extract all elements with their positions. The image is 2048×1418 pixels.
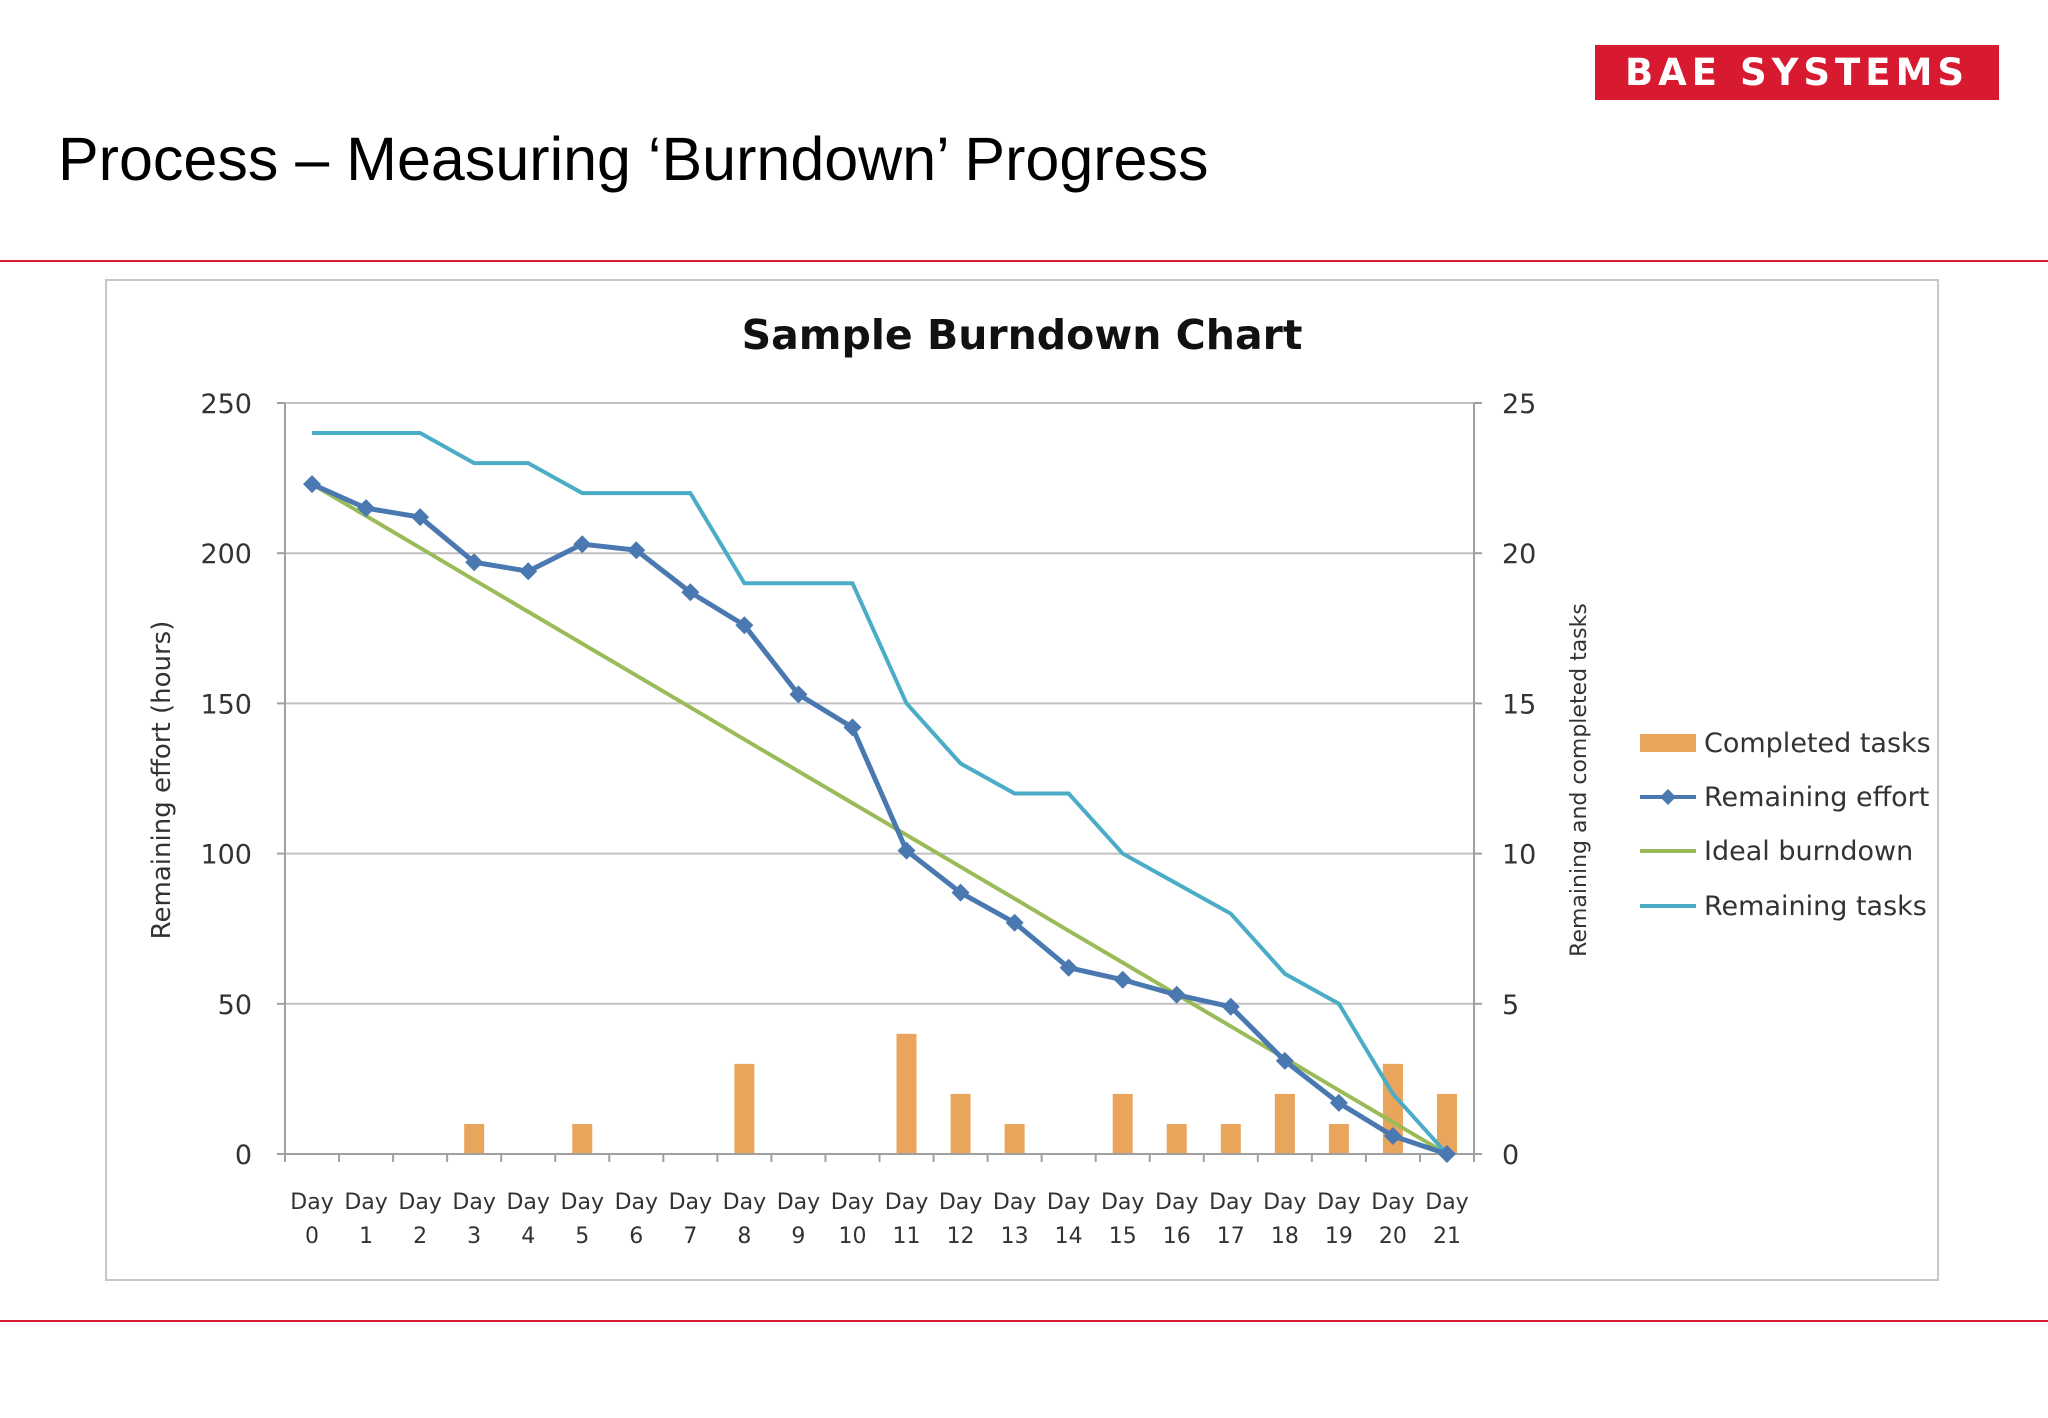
legend: Completed tasks Remaining effort Ideal bur…	[1640, 728, 1931, 922]
remaining-effort-point	[1275, 1051, 1294, 1070]
completed-tasks-bar	[1220, 1123, 1241, 1154]
legend-item: Completed tasks	[1640, 728, 1931, 759]
remaining-effort-point	[411, 508, 430, 527]
legend-item: Ideal burndown	[1640, 836, 1913, 867]
series-lines	[303, 431, 1456, 1163]
remaining-effort-point	[1221, 997, 1240, 1016]
legend-label: Ideal burndown	[1704, 836, 1913, 867]
remaining-effort-point	[573, 535, 592, 554]
x-tick-label: Day 13	[993, 1190, 1036, 1249]
remaining-effort-point	[789, 685, 808, 704]
remaining-effort-point	[519, 562, 538, 581]
x-tick-label: Day 21	[1425, 1190, 1468, 1249]
left-tick-label: 200	[200, 539, 252, 570]
remaining-effort-point	[951, 883, 970, 902]
remaining-effort-point	[1329, 1093, 1348, 1112]
x-tick-label: Day 15	[1101, 1190, 1144, 1249]
completed-tasks-bar	[1112, 1093, 1133, 1154]
completed-tasks-bar	[896, 1033, 917, 1154]
axes	[277, 402, 1482, 1162]
legend-label: Remaining effort	[1704, 782, 1929, 813]
right-tick-label: 0	[1502, 1140, 1519, 1171]
x-tick-label: Day 0	[290, 1190, 333, 1249]
x-tick-label: Day 6	[615, 1190, 658, 1249]
right-tick-label: 10	[1502, 840, 1536, 871]
remaining-effort-point	[1059, 958, 1078, 977]
remaining-effort-point	[897, 841, 916, 860]
top-divider	[0, 260, 2048, 262]
x-tick-label: Day 8	[723, 1190, 766, 1249]
legend-label: Remaining tasks	[1704, 891, 1927, 922]
ideal-burndown-line	[311, 482, 1448, 1156]
x-tick-label: Day 12	[939, 1190, 982, 1249]
remaining-effort-point	[1005, 913, 1024, 932]
completed-tasks-bar	[950, 1093, 971, 1154]
completed-tasks-bar	[1436, 1093, 1457, 1154]
left-tick-label: 0	[235, 1140, 252, 1171]
x-tick-label: Day 16	[1155, 1190, 1198, 1249]
right-tick-label: 15	[1502, 689, 1536, 720]
left-tick-label: 50	[218, 990, 252, 1021]
legend-item: Remaining effort	[1640, 782, 1929, 813]
slide-title: Process – Measuring ‘Burndown’ Progress	[58, 125, 1209, 193]
right-tick-label: 20	[1502, 539, 1536, 570]
completed-tasks-bar	[1274, 1093, 1295, 1154]
completed-tasks-bar	[572, 1123, 593, 1154]
left-tick-label: 150	[200, 689, 252, 720]
completed-tasks-bar	[1004, 1123, 1025, 1154]
gridlines	[285, 402, 1474, 1005]
legend-item: Remaining tasks	[1640, 891, 1927, 922]
x-tick-label: Day 18	[1263, 1190, 1306, 1249]
x-tick-label: Day 2	[398, 1190, 441, 1249]
x-tick-label: Day 3	[452, 1190, 495, 1249]
completed-tasks-bar	[734, 1063, 755, 1154]
right-tick-label: 25	[1502, 389, 1536, 420]
remaining-effort-point	[1383, 1126, 1402, 1145]
right-tick-label: 5	[1502, 990, 1519, 1021]
remaining-effort-point	[735, 616, 754, 635]
x-tick-label: Day 17	[1209, 1190, 1252, 1249]
x-tick-label: Day 1	[344, 1190, 387, 1249]
bae-systems-logo: BAE SYSTEMS	[1595, 45, 1999, 100]
left-axis-label: Remaining effort (hours)	[147, 621, 177, 940]
x-tick-label: Day 19	[1317, 1190, 1360, 1249]
legend-marker	[1660, 789, 1676, 805]
x-tick-label: Day 10	[831, 1190, 874, 1249]
remaining-tasks-line	[312, 431, 1449, 1156]
x-tick-label: Day 14	[1047, 1190, 1090, 1249]
chart-title: Sample Burndown Chart	[742, 311, 1303, 359]
chart-area	[105, 279, 1939, 1281]
right-axis-ticks: 0 5 10 15 20 25	[1502, 389, 1536, 1171]
remaining-effort-line	[311, 481, 1448, 1157]
x-tick-label: Day 20	[1371, 1190, 1414, 1249]
x-axis-ticks: Day 0 Day 1 Day 2 Day 3 Day 4 Day 5 Day 6 Day 7 Day 8 Day 9…	[290, 1190, 1468, 1249]
remaining-effort-point	[465, 553, 484, 572]
bottom-divider	[0, 1320, 2048, 1322]
remaining-effort-point	[1167, 985, 1186, 1004]
left-axis-ticks: 0 50 100 150 200 250	[200, 389, 252, 1171]
completed-tasks-bar	[1328, 1123, 1349, 1154]
remaining-effort-point	[357, 499, 376, 518]
remaining-effort-point	[303, 475, 322, 494]
remaining-effort-point	[843, 718, 862, 737]
remaining-effort-point	[627, 541, 646, 560]
legend-label: Completed tasks	[1704, 728, 1931, 759]
remaining-effort-point	[1113, 970, 1132, 989]
left-tick-label: 250	[200, 389, 252, 420]
x-tick-label: Day 4	[506, 1190, 549, 1249]
x-tick-label: Day 9	[777, 1190, 820, 1249]
completed-tasks-bar	[1166, 1123, 1187, 1154]
x-tick-label: Day 7	[669, 1190, 712, 1249]
remaining-effort-point	[681, 583, 700, 602]
right-axis-label: Remaining and completed tasks	[1567, 603, 1592, 957]
remaining-effort-point	[1437, 1145, 1456, 1163]
completed-tasks-bars	[464, 1033, 1457, 1154]
x-tick-label: Day 5	[561, 1190, 604, 1249]
x-tick-label: Day 11	[885, 1190, 928, 1249]
left-tick-label: 100	[200, 840, 252, 871]
legend-swatch	[1640, 734, 1696, 752]
completed-tasks-bar	[464, 1123, 485, 1154]
